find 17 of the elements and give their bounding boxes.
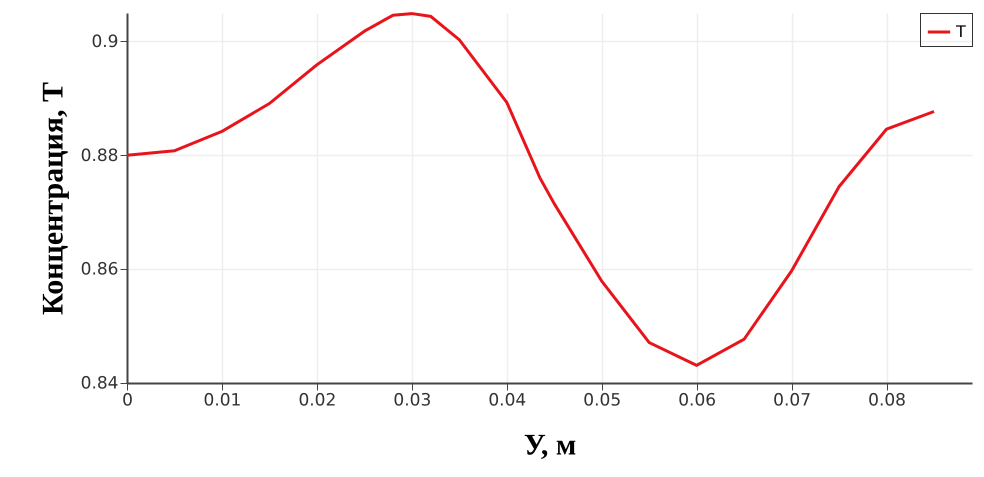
line-series [126,12,936,367]
y-tick-label: 0.9 [91,32,118,52]
x-tick-label: 0.06 [678,390,716,410]
y-tick-label: 0.84 [80,374,118,394]
y-tick-label: 0.88 [80,146,118,166]
legend-label: T [955,22,966,41]
x-axis-title: У, м [524,428,576,462]
x-tick-label: 0.07 [773,390,812,410]
x-tick-label: 0.04 [488,390,526,410]
x-tick-label: 0.02 [298,390,336,410]
y-axis-title: Концентрация, T [36,82,70,316]
x-tick-label: 0.08 [868,390,906,410]
x-tick-label: 0.03 [393,390,432,410]
x-tick-label: 0.01 [204,390,242,410]
y-tick-label: 0.86 [80,260,118,280]
x-tick-label: 0 [122,390,133,410]
x-tick-label: 0.05 [583,390,622,410]
